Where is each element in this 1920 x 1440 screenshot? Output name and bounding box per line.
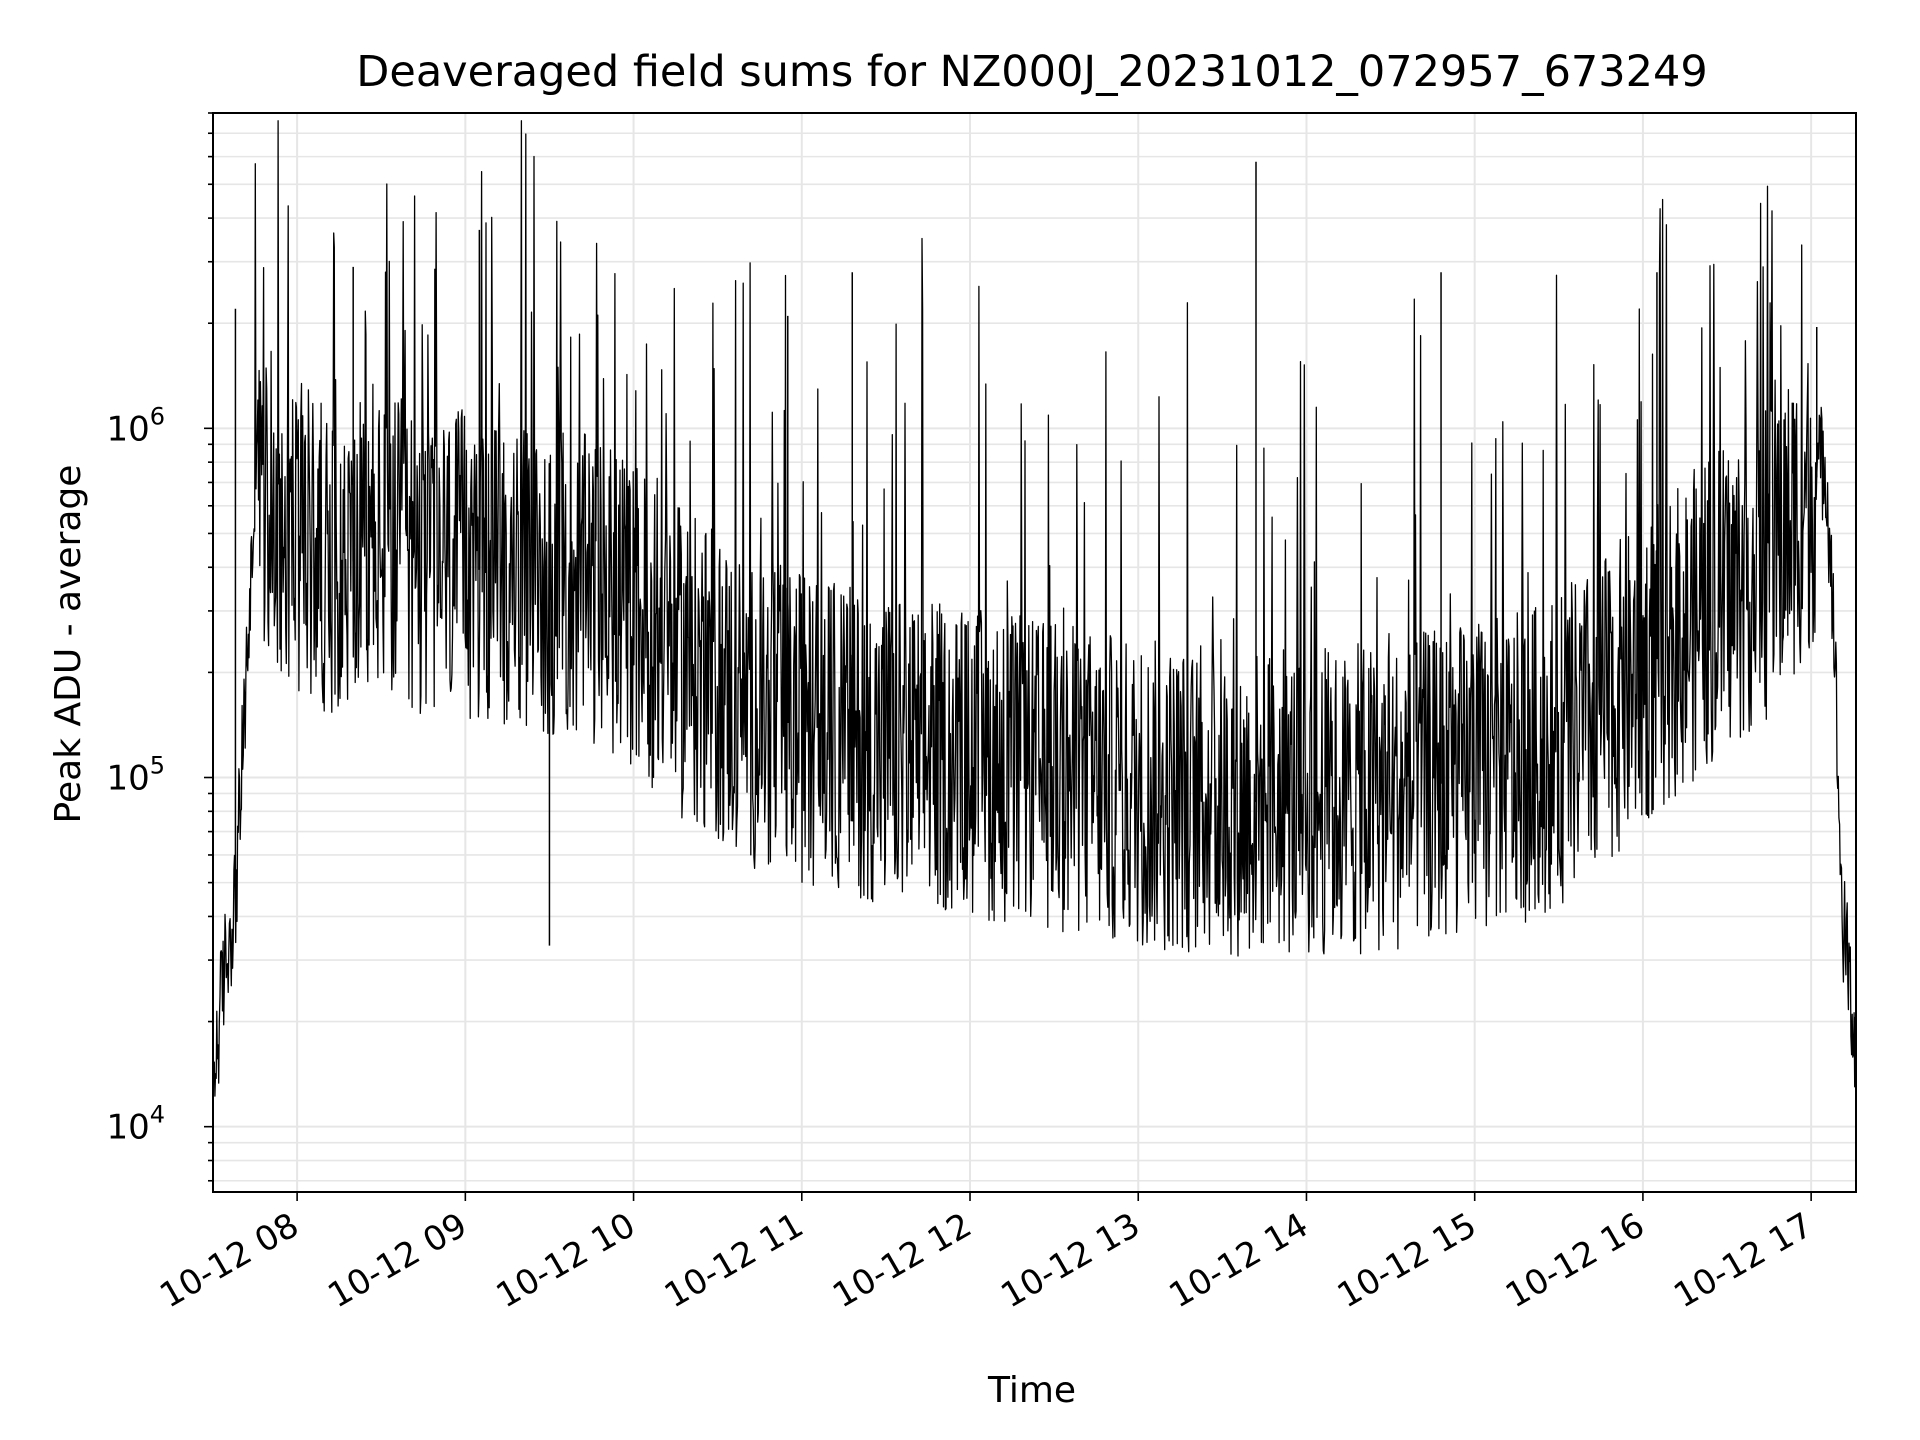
series-path [212, 120, 1857, 1098]
y-tick-label: 104 [106, 1101, 165, 1148]
grid [213, 112, 1856, 1192]
series-line [212, 120, 1857, 1098]
y-axis-label: Peak ADU - average [48, 465, 89, 824]
chart-title: Deaveraged field sums for NZ000J_2023101… [356, 47, 1707, 97]
plot-area-frame [212, 112, 1857, 1193]
y-tick-label: 105 [106, 752, 165, 799]
x-axis-label: Time [987, 1370, 1076, 1411]
y-tick-label: 106 [106, 402, 165, 449]
